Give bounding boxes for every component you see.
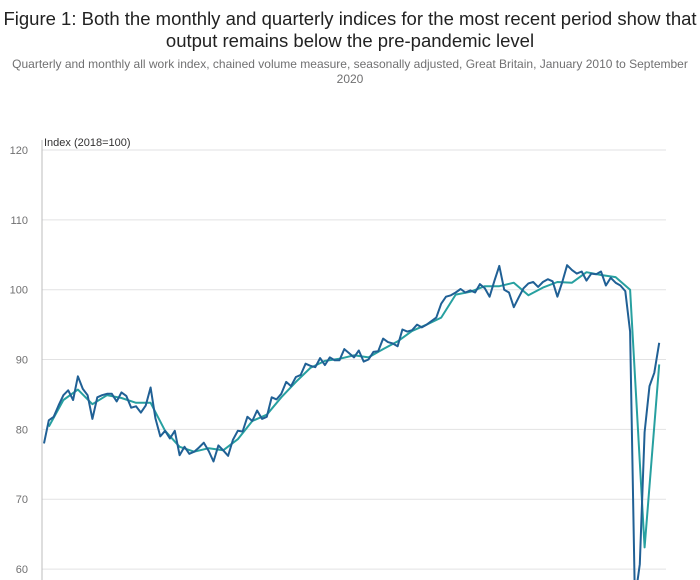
y-tick-label: 80 xyxy=(16,424,28,436)
y-tick-label: 110 xyxy=(10,215,28,227)
y-tick-labels: 60 70 80 90 100 110 120 xyxy=(10,145,28,576)
y-tick-label: 100 xyxy=(10,285,28,297)
chart-subtitle: Quarterly and monthly all work index, ch… xyxy=(12,57,688,86)
y-tick-label: 60 xyxy=(16,564,28,576)
y-tick-label: 90 xyxy=(16,355,28,367)
series-line-monthly xyxy=(43,264,661,580)
y-tick-label: 120 xyxy=(10,145,28,157)
y-axis-title: Index (2018=100) xyxy=(44,137,131,149)
series-line-quarterly xyxy=(47,271,661,549)
series-lines xyxy=(43,264,661,580)
y-tick-label: 70 xyxy=(16,494,28,506)
gridlines xyxy=(42,149,666,570)
chart-title: Figure 1: Both the monthly and quarterly… xyxy=(3,8,697,51)
